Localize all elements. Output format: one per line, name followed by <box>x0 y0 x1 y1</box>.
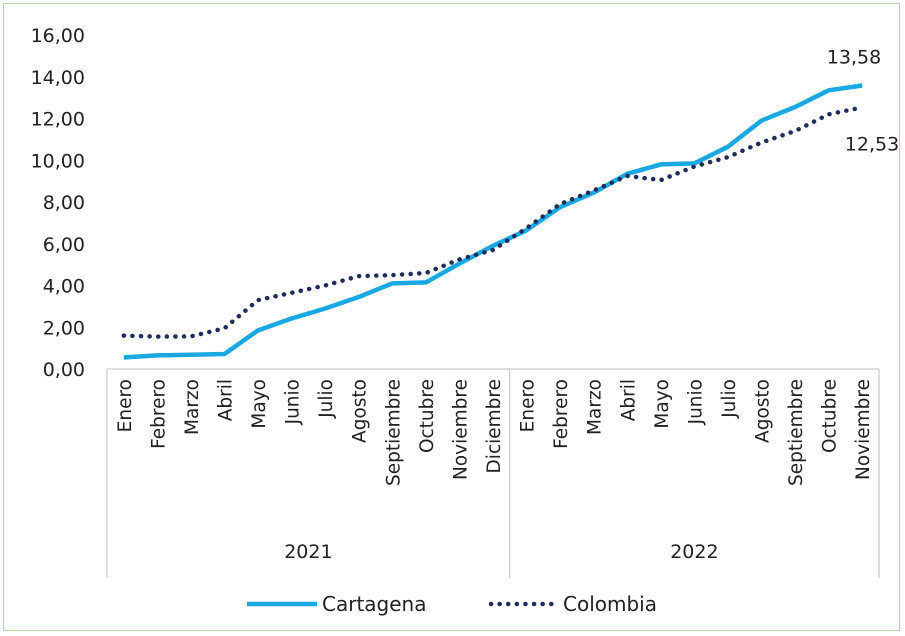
chart-frame <box>3 3 900 631</box>
series-lines <box>121 83 865 360</box>
y-tick-label: 12,00 <box>31 109 85 131</box>
x-category-label: Abril <box>215 379 236 421</box>
x-category-label: Febrero <box>148 379 169 449</box>
y-tick-label: 0,00 <box>43 359 85 381</box>
x-category-label: Abril <box>618 379 639 421</box>
x-category-label: Julio <box>719 379 740 419</box>
year-group-label: 2021 <box>284 541 332 563</box>
x-category-label: Noviembre <box>853 379 874 480</box>
x-category-label: Marzo <box>585 379 606 435</box>
series-line-colombia <box>121 105 865 339</box>
y-tick-label: 6,00 <box>43 234 85 256</box>
axes <box>106 368 880 578</box>
legend-label-colombia: Colombia <box>563 592 657 616</box>
x-category-label: Julio <box>316 379 337 419</box>
x-category-label: Febrero <box>551 379 572 449</box>
data-labels: 13,58 12,53 <box>827 47 899 156</box>
data-label-colombia: 12,53 <box>845 133 899 155</box>
legend: Cartagena Colombia <box>247 592 657 616</box>
series-line-cartagena <box>123 83 863 360</box>
x-category-label: Octubre <box>417 379 438 453</box>
x-category-label: Diciembre <box>484 379 505 473</box>
x-category-label: Enero <box>115 379 136 432</box>
x-category-label: Agosto <box>753 379 774 443</box>
y-tick-label: 10,00 <box>31 150 85 172</box>
data-label-cartagena: 13,58 <box>827 47 881 69</box>
y-tick-label: 2,00 <box>43 317 85 339</box>
y-tick-label: 16,00 <box>31 25 85 47</box>
x-axis-year-labels: 2021 2022 <box>284 541 718 563</box>
y-axis-ticks: 0,00 2,00 4,00 6,00 8,00 10,00 12,00 14,00 16,00 <box>31 25 85 381</box>
x-category-label: Junio <box>283 379 304 425</box>
year-group-label: 2022 <box>670 541 718 563</box>
x-category-label: Octubre <box>820 379 841 453</box>
y-tick-label: 4,00 <box>43 276 85 298</box>
x-category-label: Septiembre <box>786 379 807 486</box>
x-axis-category-labels: Enero Febrero Marzo Abril Mayo Junio Julio Agos… <box>115 379 874 486</box>
x-category-label: Junio <box>685 379 706 425</box>
x-category-label: Agosto <box>350 379 371 443</box>
x-category-label: Septiembre <box>383 379 404 486</box>
x-category-label: Noviembre <box>450 379 471 480</box>
legend-label-cartagena: Cartagena <box>322 592 426 616</box>
y-tick-label: 8,00 <box>43 192 85 214</box>
x-category-label: Mayo <box>249 379 270 429</box>
x-category-label: Mayo <box>652 379 673 429</box>
x-category-label: Enero <box>518 379 539 432</box>
y-tick-label: 14,00 <box>31 67 85 89</box>
x-category-label: Marzo <box>182 379 203 435</box>
